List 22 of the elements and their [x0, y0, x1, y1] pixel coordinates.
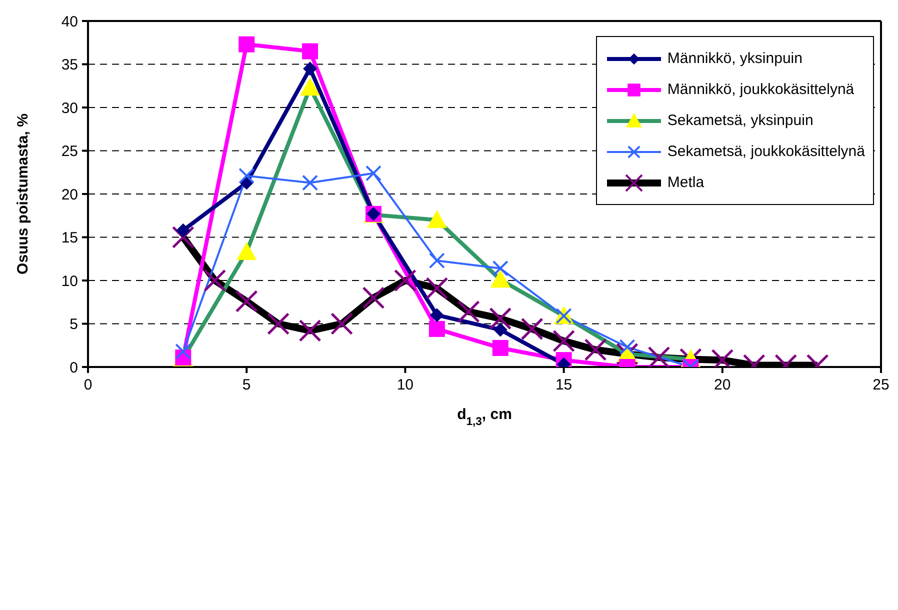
legend-label: Sekametsä, yksinpuin: [667, 112, 814, 129]
x-tick-label: 10: [396, 376, 414, 394]
legend-label: Männikkö, yksinpuin: [667, 50, 802, 67]
x-axis-title: d$_{1,3}$, cm: [457, 406, 512, 428]
y-tick-label: 10: [61, 272, 78, 290]
y-tick-label: 25: [61, 143, 78, 160]
y-tick-label: 15: [61, 230, 78, 247]
legend-label: Männikkö, joukkokäsittelynä: [667, 81, 854, 98]
y-tick-label: 35: [61, 56, 78, 74]
y-tick-label: 20: [61, 186, 78, 204]
x-tick-label: 5: [242, 376, 251, 394]
y-tick-label: 5: [70, 316, 78, 334]
x-tick-label: 0: [84, 376, 92, 394]
x-tick-label: 20: [714, 376, 731, 394]
y-axis-title: Osuus poistumasta, %: [14, 114, 32, 274]
y-tick-label: 30: [61, 100, 78, 117]
x-tick-label: 25: [872, 376, 890, 394]
legend-label: Sekametsä, joukkokäsittelynä: [667, 143, 865, 160]
x-tick-label: 15: [555, 376, 572, 394]
legend-label: Metla: [667, 174, 704, 191]
y-tick-label: 40: [61, 13, 78, 30]
y-tick-label: 0: [70, 359, 78, 376]
